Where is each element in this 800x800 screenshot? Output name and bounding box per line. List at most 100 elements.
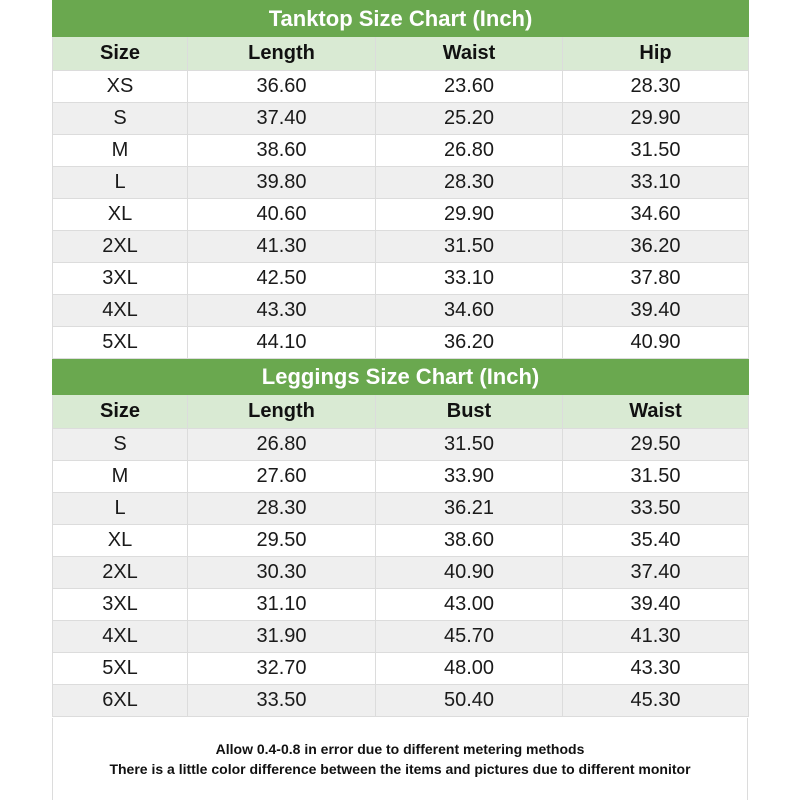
tanktop-title-row: Tanktop Size Chart (Inch): [51, 0, 750, 37]
table-cell: 29.50: [561, 428, 750, 461]
table-cell: 2XL: [52, 230, 188, 263]
table-cell: 28.30: [375, 166, 563, 199]
table-row: 5XL 44.10 36.20 40.90: [52, 326, 750, 359]
table-cell: 33.90: [375, 460, 563, 493]
table-cell: 23.60: [375, 70, 563, 103]
table-cell: 43.00: [375, 588, 563, 621]
table-cell: 40.90: [561, 326, 750, 359]
table-cell: 39.40: [561, 588, 750, 621]
table-cell: 40.60: [187, 198, 376, 231]
table-row: 3XL 42.50 33.10 37.80: [52, 262, 750, 295]
table-cell: 26.80: [375, 134, 563, 167]
table-row: M 38.60 26.80 31.50: [52, 134, 750, 167]
size-chart: Tanktop Size Chart (Inch) Size Length Waist…: [51, 0, 750, 717]
table-row: L 39.80 28.30 33.10: [52, 166, 750, 199]
table-cell: 3XL: [52, 262, 188, 295]
table-row: L 28.30 36.21 33.50: [52, 492, 750, 525]
tanktop-header-row: Size Length Waist Hip: [52, 36, 750, 71]
table-cell: 36.60: [187, 70, 376, 103]
table-cell: 6XL: [52, 684, 188, 717]
column-header: Hip: [561, 36, 750, 71]
table-cell: 5XL: [52, 326, 188, 359]
table-cell: 35.40: [561, 524, 750, 557]
table-cell: XL: [52, 524, 188, 557]
table-cell: 38.60: [187, 134, 376, 167]
table-cell: 41.30: [187, 230, 376, 263]
leggings-title: Leggings Size Chart (Inch): [51, 358, 750, 395]
table-cell: 33.50: [561, 492, 750, 525]
table-row: 4XL 43.30 34.60 39.40: [52, 294, 750, 327]
table-cell: L: [52, 492, 188, 525]
column-header: Size: [52, 36, 188, 71]
table-row: 6XL 33.50 50.40 45.30: [52, 684, 750, 717]
table-cell: 37.40: [561, 556, 750, 589]
table-row: S 26.80 31.50 29.50: [52, 428, 750, 461]
table-cell: 37.40: [187, 102, 376, 135]
table-cell: 45.30: [561, 684, 750, 717]
table-cell: 31.50: [375, 428, 563, 461]
table-cell: 43.30: [561, 652, 750, 685]
table-cell: 31.50: [561, 134, 750, 167]
table-cell: 25.20: [375, 102, 563, 135]
column-header: Waist: [561, 394, 750, 429]
table-row: 4XL 31.90 45.70 41.30: [52, 620, 750, 653]
table-cell: 31.50: [375, 230, 563, 263]
table-row: 2XL 41.30 31.50 36.20: [52, 230, 750, 263]
column-header: Waist: [375, 36, 563, 71]
table-row: XL 29.50 38.60 35.40: [52, 524, 750, 557]
table-row: 2XL 30.30 40.90 37.40: [52, 556, 750, 589]
table-cell: 29.90: [561, 102, 750, 135]
table-cell: 42.50: [187, 262, 376, 295]
table-cell: 48.00: [375, 652, 563, 685]
table-row: 3XL 31.10 43.00 39.40: [52, 588, 750, 621]
table-cell: 3XL: [52, 588, 188, 621]
table-cell: S: [52, 102, 188, 135]
table-cell: S: [52, 428, 188, 461]
table-cell: 26.80: [187, 428, 376, 461]
table-cell: 45.70: [375, 620, 563, 653]
table-cell: 4XL: [52, 294, 188, 327]
table-cell: 30.30: [187, 556, 376, 589]
table-cell: 37.80: [561, 262, 750, 295]
footer-note-error: Allow 0.4-0.8 in error due to different …: [215, 741, 585, 757]
column-header: Size: [52, 394, 188, 429]
table-cell: 39.40: [561, 294, 750, 327]
table-cell: 50.40: [375, 684, 563, 717]
footer-notes: Allow 0.4-0.8 in error due to different …: [52, 718, 748, 800]
table-cell: 33.10: [561, 166, 750, 199]
table-cell: 31.10: [187, 588, 376, 621]
table-cell: 44.10: [187, 326, 376, 359]
table-cell: 33.10: [375, 262, 563, 295]
table-row: 5XL 32.70 48.00 43.30: [52, 652, 750, 685]
table-cell: 27.60: [187, 460, 376, 493]
table-cell: 36.20: [375, 326, 563, 359]
column-header: Length: [187, 36, 376, 71]
table-cell: 31.90: [187, 620, 376, 653]
size-chart-table: Tanktop Size Chart (Inch) Size Length Waist…: [51, 0, 750, 717]
table-cell: 28.30: [561, 70, 750, 103]
table-cell: 32.70: [187, 652, 376, 685]
table-cell: L: [52, 166, 188, 199]
table-cell: XS: [52, 70, 188, 103]
column-header: Length: [187, 394, 376, 429]
table-cell: 38.60: [375, 524, 563, 557]
table-cell: 36.20: [561, 230, 750, 263]
table-cell: 31.50: [561, 460, 750, 493]
table-cell: 4XL: [52, 620, 188, 653]
table-row: M 27.60 33.90 31.50: [52, 460, 750, 493]
table-row: XS 36.60 23.60 28.30: [52, 70, 750, 103]
table-cell: 40.90: [375, 556, 563, 589]
table-cell: 2XL: [52, 556, 188, 589]
table-cell: 41.30: [561, 620, 750, 653]
table-cell: 29.90: [375, 198, 563, 231]
table-cell: 36.21: [375, 492, 563, 525]
column-header: Bust: [375, 394, 563, 429]
tanktop-title: Tanktop Size Chart (Inch): [51, 0, 750, 37]
table-cell: 39.80: [187, 166, 376, 199]
table-cell: 34.60: [561, 198, 750, 231]
table-cell: 33.50: [187, 684, 376, 717]
table-cell: 29.50: [187, 524, 376, 557]
table-cell: M: [52, 134, 188, 167]
table-row: S 37.40 25.20 29.90: [52, 102, 750, 135]
leggings-title-row: Leggings Size Chart (Inch): [51, 358, 750, 395]
